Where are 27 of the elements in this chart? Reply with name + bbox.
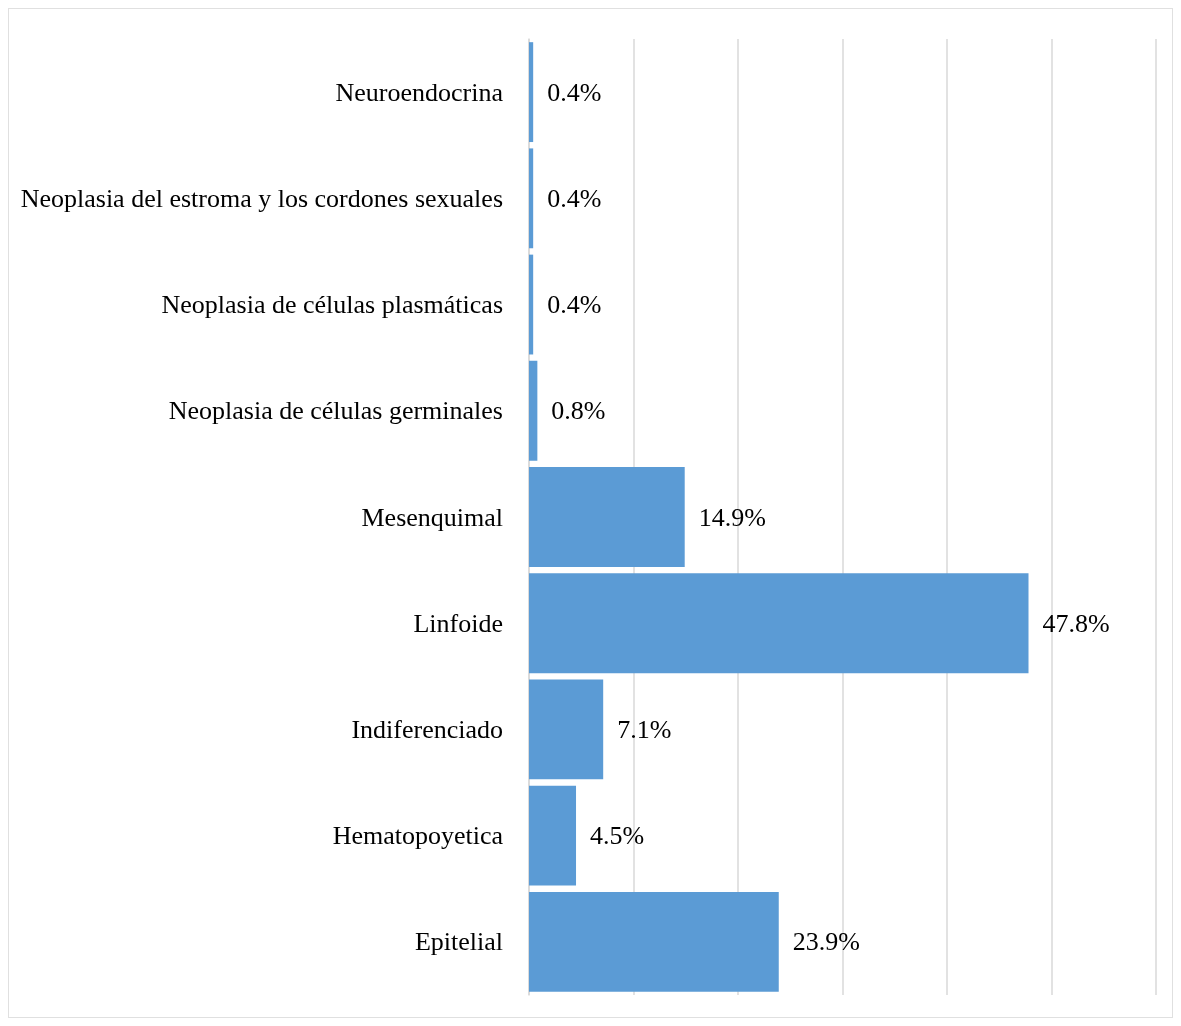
bar (529, 42, 534, 143)
bar (529, 573, 1029, 674)
y-tick-label: Neoplasia de células germinales (168, 396, 503, 426)
bar (529, 360, 538, 461)
data-label: 0.4% (547, 183, 602, 213)
bar (529, 148, 534, 249)
data-label: 7.1% (617, 714, 672, 744)
bar (529, 891, 779, 992)
y-tick-label: Neuroendocrina (335, 77, 504, 107)
bar (529, 785, 577, 886)
y-tick-label: Indiferenciado (351, 714, 503, 744)
bar (529, 254, 534, 355)
data-label: 0.4% (547, 77, 602, 107)
y-tick-label: Linfoide (413, 608, 503, 638)
y-tick-label: Hematopoyetica (332, 821, 504, 851)
data-label: 0.8% (551, 396, 606, 426)
y-tick-label: Epitelial (414, 927, 503, 957)
y-tick-label: Neoplasia del estroma y los cordones sexuales (20, 183, 503, 213)
data-label: 0.4% (547, 290, 602, 320)
bar (529, 679, 604, 780)
data-label: 14.9% (698, 502, 766, 532)
y-tick-label: Neoplasia de células plasmáticas (161, 290, 503, 320)
bar (529, 467, 685, 567)
data-label: 23.9% (792, 927, 860, 957)
data-label: 4.5% (590, 821, 645, 851)
y-tick-label: Mesenquimal (361, 502, 503, 532)
data-label: 47.8% (1042, 608, 1110, 638)
